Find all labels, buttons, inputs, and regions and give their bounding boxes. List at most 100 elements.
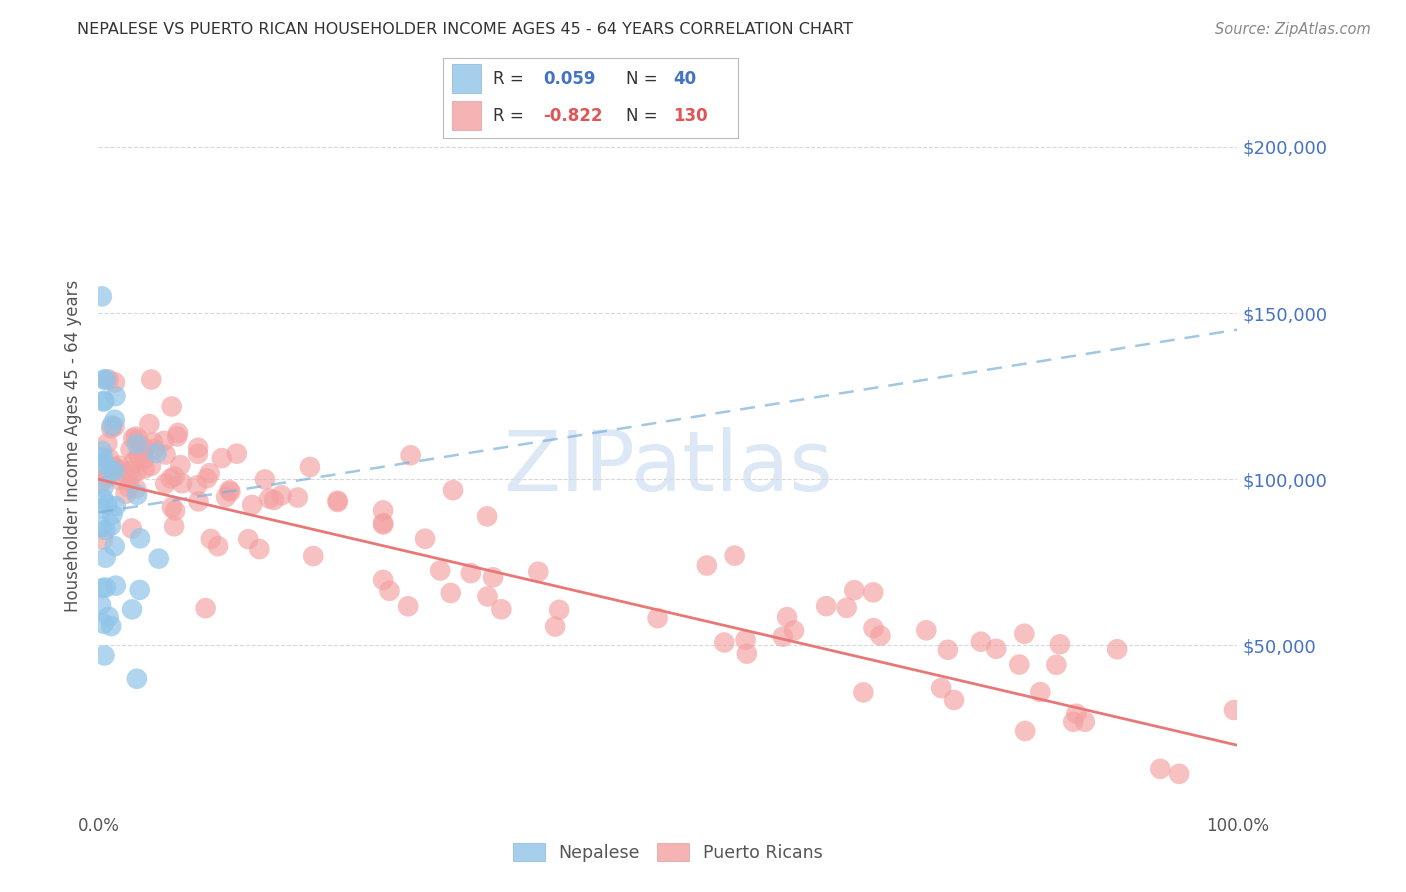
Text: N =: N = xyxy=(626,70,658,87)
Point xyxy=(287,491,309,505)
Text: R =: R = xyxy=(494,107,524,125)
Point xyxy=(238,532,260,546)
Point xyxy=(127,433,149,447)
Point xyxy=(93,491,115,506)
Point xyxy=(103,464,125,478)
Point xyxy=(302,549,325,563)
Point xyxy=(1223,703,1246,717)
Point xyxy=(482,570,505,584)
Point xyxy=(724,549,747,563)
Point xyxy=(1168,767,1191,781)
Point xyxy=(90,598,112,612)
Point xyxy=(121,468,143,483)
Point xyxy=(1074,714,1097,729)
Text: 130: 130 xyxy=(673,107,707,125)
Point xyxy=(139,458,162,473)
Point xyxy=(155,448,177,462)
Point xyxy=(1029,685,1052,699)
Point xyxy=(399,448,422,462)
Point xyxy=(125,672,148,686)
Point xyxy=(219,484,242,499)
Point xyxy=(1062,714,1084,729)
Point xyxy=(91,520,114,534)
Point xyxy=(986,641,1008,656)
Point xyxy=(240,498,263,512)
Point xyxy=(1045,657,1067,672)
Point xyxy=(815,599,838,613)
Point xyxy=(713,635,735,649)
Y-axis label: Householder Income Ages 45 - 64 years: Householder Income Ages 45 - 64 years xyxy=(65,280,83,612)
Point xyxy=(142,435,165,450)
Point xyxy=(134,442,156,456)
Point xyxy=(970,634,993,648)
Point xyxy=(371,573,394,587)
Point xyxy=(378,583,401,598)
Point xyxy=(1149,762,1171,776)
Point xyxy=(104,499,127,513)
Text: 0.059: 0.059 xyxy=(543,70,596,87)
Point xyxy=(491,602,513,616)
Point xyxy=(118,463,141,477)
Point xyxy=(270,488,292,502)
Point xyxy=(187,494,209,508)
Point xyxy=(869,629,891,643)
Point xyxy=(96,497,118,511)
Point xyxy=(440,586,463,600)
Point xyxy=(298,460,321,475)
Point xyxy=(413,532,436,546)
Point xyxy=(90,443,112,458)
Point xyxy=(104,413,127,427)
FancyBboxPatch shape xyxy=(451,64,481,94)
Point xyxy=(163,469,186,483)
Point xyxy=(225,447,247,461)
Point xyxy=(166,429,188,443)
Point xyxy=(371,503,394,517)
Point xyxy=(160,400,183,414)
Point xyxy=(943,693,966,707)
Point xyxy=(460,566,482,581)
Point xyxy=(125,464,148,478)
Point xyxy=(1014,627,1036,641)
Point xyxy=(98,463,121,477)
Point xyxy=(734,632,756,647)
Point xyxy=(128,448,150,462)
Point xyxy=(187,447,209,461)
Point xyxy=(91,450,114,465)
Text: 40: 40 xyxy=(673,70,696,87)
Point xyxy=(97,609,120,624)
Point xyxy=(263,493,285,508)
Point xyxy=(153,434,176,448)
Point xyxy=(108,458,131,473)
Point xyxy=(186,478,208,492)
Point xyxy=(195,471,218,485)
Point xyxy=(138,417,160,431)
Text: Source: ZipAtlas.com: Source: ZipAtlas.com xyxy=(1215,22,1371,37)
Point xyxy=(371,516,394,530)
Point xyxy=(91,501,114,516)
Point xyxy=(125,488,148,502)
Point xyxy=(253,473,276,487)
Point xyxy=(93,648,115,663)
Point xyxy=(114,487,136,501)
Point xyxy=(121,521,143,535)
Point xyxy=(143,442,166,456)
Point xyxy=(163,519,186,533)
Point xyxy=(96,471,118,485)
Point xyxy=(94,372,117,386)
Point xyxy=(441,483,464,498)
Point xyxy=(121,602,143,616)
Point xyxy=(170,476,193,491)
Point xyxy=(145,446,167,460)
Point xyxy=(93,393,115,408)
Point xyxy=(100,619,122,633)
Point xyxy=(141,372,163,386)
Point xyxy=(125,437,148,451)
Point xyxy=(326,495,349,509)
Point xyxy=(207,539,229,553)
Point xyxy=(1107,642,1129,657)
Point xyxy=(194,601,217,615)
Point xyxy=(93,616,115,631)
Point xyxy=(148,551,170,566)
Point xyxy=(101,508,124,522)
Point xyxy=(783,624,806,638)
